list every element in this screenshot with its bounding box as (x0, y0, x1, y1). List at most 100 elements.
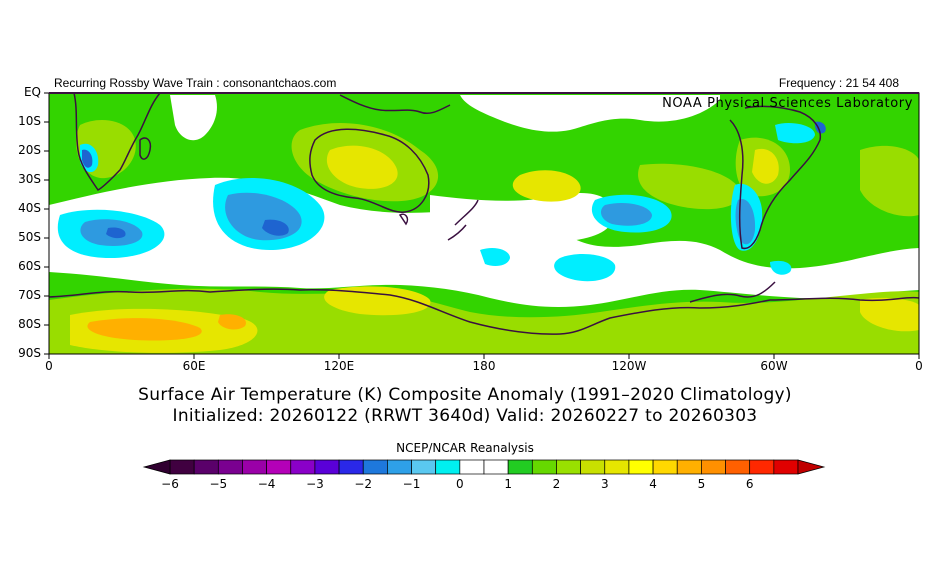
colorbar-ticks: −6 −5 −4 −3 −2 −1 0 1 2 3 4 5 6 (161, 477, 753, 491)
lat-label: 50S (18, 230, 41, 244)
colorbar-box (725, 459, 751, 475)
lat-label: 30S (18, 172, 41, 186)
lon-label: 0 (915, 359, 923, 373)
colorbar-tick-label: −5 (209, 477, 227, 491)
lat-label: 90S (18, 346, 41, 360)
cold-deep-atlantic (106, 227, 126, 239)
lon-label: 180 (472, 359, 496, 373)
colorbar-box (749, 459, 775, 475)
colorbar-box (242, 459, 267, 475)
title-line-1: Surface Air Temperature (K) Composite An… (138, 385, 792, 405)
colorbar-tick-label: 4 (649, 477, 657, 491)
coastlines (49, 93, 919, 335)
colorbar-box (507, 459, 533, 475)
lon-ticks (48, 354, 920, 359)
antarctic-peninsula-coast (689, 281, 776, 303)
colorbar-tick-label: 6 (746, 477, 754, 491)
lat-label: 60S (18, 259, 41, 273)
colorbar: −6 −5 −4 −3 −2 −1 0 1 2 3 4 5 6 (142, 459, 826, 491)
cold-cyan-pacific-small (480, 247, 510, 266)
colorbar-box (652, 459, 678, 475)
cold-cyan-pacific-south (554, 254, 616, 282)
lat-label: EQ (23, 85, 41, 99)
colorbar-box (266, 459, 292, 475)
madagascar-coast (139, 137, 152, 160)
africa-coast (73, 93, 161, 191)
colorbar-tick-label: −3 (306, 477, 324, 491)
south-america-coast (729, 105, 822, 250)
warm-yellow-antarctic-central (324, 286, 431, 316)
colorbar-box (387, 459, 412, 475)
warm-yellow-south-america (752, 148, 779, 184)
lon-label: 0 (45, 359, 53, 373)
colorbar-tick-label: −6 (161, 477, 179, 491)
colorbar-box (604, 459, 630, 475)
colorbar-boxes (169, 459, 799, 475)
colorbar-tick-label: −2 (354, 477, 372, 491)
lat-label: 10S (18, 114, 41, 128)
lon-label: 60E (182, 359, 206, 373)
cold-deep-indian (262, 219, 289, 236)
lon-label: 120W (611, 359, 647, 373)
colorbar-high-arrow (797, 459, 826, 475)
colorbar-box (580, 459, 606, 475)
australia-coast (309, 128, 430, 213)
colorbar-box (676, 459, 702, 475)
cold-blue-pacific (600, 203, 652, 226)
warm-south-pacific (638, 163, 741, 210)
lat-ticks (44, 92, 49, 355)
lat-label: 20S (18, 143, 41, 157)
warm-orange-antarctic-2 (218, 314, 246, 330)
colorbar-box (628, 459, 654, 475)
colorbar-label: NCEP/NCAR Reanalysis (396, 441, 534, 455)
colorbar-box (290, 459, 316, 475)
lat-label: 40S (18, 201, 41, 215)
anomaly-map (44, 92, 920, 359)
colorbar-tick-label: 1 (504, 477, 512, 491)
maritime-continent-coast (339, 94, 451, 115)
anomaly-field (49, 93, 919, 354)
colorbar-box (483, 459, 509, 475)
lab-label: NOAA Physical Sciences Laboratory (662, 96, 913, 111)
colorbar-tick-label: 0 (456, 477, 464, 491)
colorbar-box (556, 459, 581, 475)
cold-deep-brazil (814, 121, 826, 134)
title-line-2: Initialized: 20260122 (RRWT 3640d) Valid… (172, 406, 758, 426)
warm-yellow-pacific (512, 170, 581, 202)
colorbar-tick-label: −1 (403, 477, 421, 491)
warm-south-atlantic (860, 145, 919, 217)
colorbar-box (773, 459, 799, 475)
header-source: Recurring Rossby Wave Train : consonantc… (54, 76, 337, 90)
colorbar-box (338, 459, 364, 475)
warm-yellow-antarctic-east (860, 297, 919, 332)
colorbar-box (169, 459, 195, 475)
colorbar-box (217, 459, 243, 475)
lon-label: 60W (760, 359, 788, 373)
colorbar-box (531, 459, 557, 475)
colorbar-box (362, 459, 388, 475)
colorbar-box (193, 459, 219, 475)
lon-label: 120E (323, 359, 355, 373)
colorbar-box (411, 459, 437, 475)
colorbar-tick-label: 2 (553, 477, 561, 491)
lat-label: 70S (18, 288, 41, 302)
tasmania-coast (398, 213, 409, 226)
colorbar-box (314, 459, 340, 475)
antarctica-coast (49, 288, 919, 335)
colorbar-tick-label: 5 (698, 477, 706, 491)
colorbar-box (435, 459, 461, 475)
colorbar-tick-label: 3 (601, 477, 609, 491)
neutral-central-pacific (460, 95, 720, 132)
warm-yellow-australia (326, 145, 398, 189)
cold-cyan-drake (770, 260, 792, 275)
colorbar-low-arrow (142, 459, 171, 475)
cold-deep-africa (82, 149, 93, 168)
colorbar-box (701, 459, 726, 475)
warm-antarctic (49, 288, 919, 354)
cold-cyan-brazil (775, 123, 815, 144)
lat-label: 80S (18, 317, 41, 331)
new-zealand-coast (447, 199, 479, 241)
header-frequency: Frequency : 21 54 408 (778, 76, 899, 90)
neutral-indian-north (170, 95, 217, 141)
colorbar-box (459, 459, 485, 475)
